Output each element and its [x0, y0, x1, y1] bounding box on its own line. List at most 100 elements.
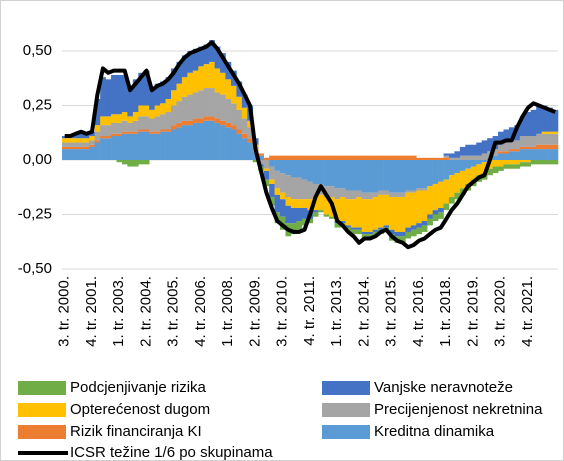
bar-segment: [432, 160, 439, 184]
legend-swatch: [18, 425, 66, 439]
bar-segment: [481, 162, 488, 174]
bar-segment: [416, 188, 423, 191]
bar-segment: [514, 164, 521, 169]
bar-segment: [225, 127, 232, 160]
bar-segment: [405, 231, 412, 239]
bar-segment: [105, 138, 112, 160]
bar-segment: [105, 79, 112, 117]
bar-segment: [394, 155, 401, 160]
x-tick-label: 3. tr. 2005.: [165, 276, 182, 347]
bar-segment: [72, 149, 79, 160]
x-tick-label: 1. tr. 2008.: [219, 276, 236, 347]
bar-segment: [552, 144, 559, 150]
bar-segment: [350, 229, 357, 235]
bar-segment: [399, 236, 406, 243]
bar-segment: [72, 138, 79, 143]
legend-label: Precijenjenost nekretnina: [374, 401, 543, 418]
bar-segment: [345, 199, 352, 226]
bar-segment: [132, 120, 139, 132]
bar-segment: [508, 140, 515, 150]
bar-segment: [367, 199, 373, 232]
bar-segment: [367, 192, 373, 200]
bar-segment: [547, 133, 553, 145]
bar-segment: [438, 181, 444, 208]
bar-segment: [296, 221, 303, 230]
bar-segment: [89, 140, 96, 145]
bar-segment: [83, 138, 90, 143]
bar-segment: [508, 127, 515, 141]
bar-segment: [519, 149, 526, 160]
bar-segment: [312, 210, 319, 213]
bar-segment: [372, 160, 379, 193]
bar-segment: [83, 133, 90, 139]
bar-segment: [427, 157, 433, 160]
bar-segment: [454, 157, 461, 160]
bar-segment: [280, 155, 286, 160]
bar-segment: [192, 118, 199, 123]
bar-segment: [143, 105, 150, 117]
bar-segment: [116, 160, 123, 163]
bar-segment: [372, 197, 379, 230]
bar-segment: [138, 131, 145, 160]
bar-segment: [508, 164, 515, 169]
bar-segment: [301, 218, 308, 226]
bar-segment: [399, 155, 406, 160]
x-tick-label: 3. tr. 2010.: [274, 276, 291, 347]
x-tick-label: 2. tr. 2009.: [246, 276, 263, 347]
bar-segment: [285, 205, 292, 224]
x-tick-label: 4. tr. 2001.: [83, 276, 100, 347]
bar-segment: [89, 136, 96, 141]
bar-segment: [399, 160, 406, 193]
bar-segment: [296, 155, 303, 160]
legend-label: ICSR težine 1/6 po skupinama: [70, 444, 273, 461]
bar-segment: [438, 157, 444, 160]
bar-segment: [503, 153, 510, 160]
bar-segment: [350, 227, 357, 230]
bar-segment: [334, 223, 341, 228]
bar-segment: [416, 157, 423, 160]
bar-segment: [498, 131, 504, 145]
bar-segment: [465, 160, 472, 169]
bar-segment: [383, 225, 390, 228]
bar-segment: [94, 140, 101, 143]
bar-segment: [541, 144, 548, 150]
bar-segment: [519, 162, 526, 167]
bar-segment: [405, 227, 412, 232]
bar-segment: [508, 151, 515, 160]
bar-segment: [247, 127, 254, 139]
bar-segment: [165, 131, 172, 160]
bar-segment: [220, 94, 226, 121]
bar-segment: [274, 170, 281, 189]
bar-segment: [470, 155, 477, 160]
bar-segment: [530, 109, 537, 137]
bar-segment: [121, 120, 128, 132]
bar-segment: [318, 210, 324, 213]
bar-segment: [465, 155, 472, 160]
bar-segment: [367, 160, 373, 193]
bar-segment: [143, 131, 150, 160]
bar-segment: [301, 160, 308, 180]
bar-segment: [138, 72, 145, 106]
bar-segment: [67, 138, 74, 143]
bar-segment: [438, 160, 444, 182]
x-tick-label: 4. tr. 2011.: [301, 276, 318, 346]
bar-segment: [187, 94, 194, 121]
bar-segment: [94, 142, 101, 160]
bar-segment: [334, 160, 341, 189]
bar-segment: [187, 120, 194, 126]
bar-segment: [230, 85, 237, 104]
legend-swatch: [322, 425, 370, 439]
bar-segment: [220, 125, 226, 160]
bar-segment: [541, 149, 548, 160]
bar-segment: [143, 129, 150, 132]
bar-segment: [448, 157, 455, 160]
bar-segment: [187, 125, 194, 160]
bar-segment: [100, 116, 106, 126]
bar-segment: [350, 190, 357, 200]
bar-segment: [67, 146, 74, 150]
bar-segment: [552, 109, 559, 132]
bar-segment: [307, 155, 314, 160]
bar-segment: [301, 199, 308, 208]
bar-segment: [498, 144, 504, 152]
